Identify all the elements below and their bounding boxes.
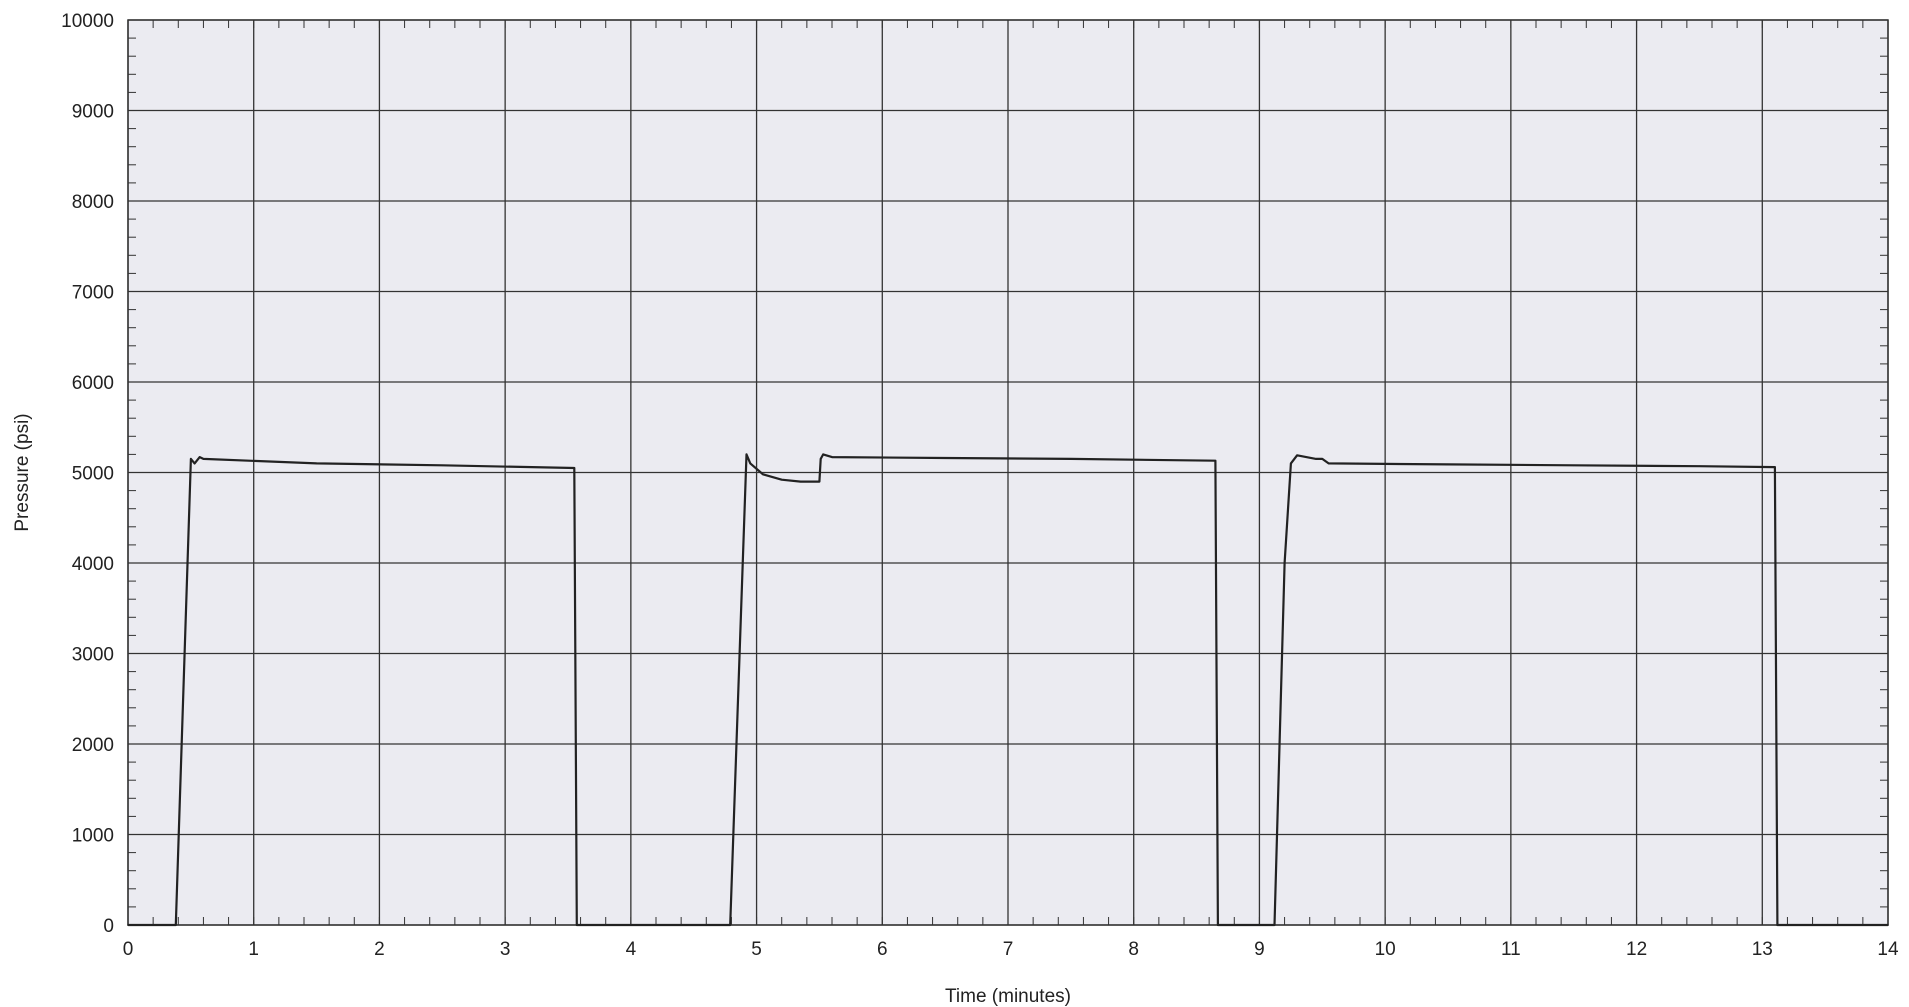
series-group: [127, 453, 1889, 927]
x-tick-label: 8: [1128, 939, 1139, 960]
series-point: [441, 464, 444, 467]
series-point: [819, 458, 822, 460]
series-point: [315, 462, 318, 465]
y-axis-title: Pressure (psi): [12, 413, 33, 531]
series-point: [193, 462, 196, 465]
x-tick-label: 9: [1254, 939, 1265, 960]
series-point: [1214, 459, 1217, 462]
y-tick-label: 1000: [72, 826, 114, 847]
series-point: [1572, 464, 1575, 467]
series-point: [1776, 924, 1779, 926]
series-point: [1321, 458, 1324, 460]
series-point: [799, 480, 802, 483]
x-tick-label: 5: [751, 939, 762, 960]
series-point: [1217, 924, 1219, 926]
x-tick-label: 4: [626, 939, 637, 960]
y-tick-label: 0: [103, 916, 114, 937]
series-point: [1698, 465, 1701, 468]
series-point: [573, 467, 576, 469]
x-tick-label: 10: [1375, 939, 1396, 960]
x-tick-label: 6: [877, 939, 888, 960]
plot-area: [127, 19, 1889, 927]
y-tick-label: 5000: [72, 464, 114, 485]
x-tick-label: 7: [1003, 939, 1014, 960]
series-point: [1774, 466, 1776, 468]
series-point: [745, 453, 748, 456]
series-point: [1315, 458, 1317, 460]
y-tick-label: 6000: [72, 373, 114, 394]
y-tick-label: 4000: [72, 554, 114, 575]
series-point: [1887, 924, 1889, 926]
series-point: [831, 456, 833, 458]
y-tick-label: 7000: [72, 283, 114, 304]
y-tick-label: 9000: [72, 102, 114, 123]
x-tick-label: 13: [1752, 939, 1773, 960]
x-tick-label: 0: [123, 939, 134, 960]
y-tick-label: 2000: [72, 735, 114, 756]
series-point: [1296, 454, 1298, 457]
series-point: [729, 924, 731, 926]
series-point: [576, 924, 578, 926]
series-point: [1290, 462, 1292, 465]
x-tick-label: 2: [374, 939, 385, 960]
series-point: [127, 924, 129, 926]
y-tick-label: 10000: [61, 11, 114, 32]
x-tick-label: 14: [1877, 939, 1899, 960]
series-point: [1447, 463, 1449, 466]
x-tick-label: 11: [1501, 939, 1521, 960]
x-tick-label: 3: [500, 939, 511, 960]
series-point: [822, 453, 824, 456]
series-point: [202, 458, 205, 460]
y-tick-label: 3000: [72, 645, 114, 666]
series-point: [762, 473, 764, 476]
plot-frame: [127, 19, 1889, 926]
y-tick-labels: 0 1000 2000 3000 4000 5000 6000 7000 8000 9000 100…: [61, 11, 114, 937]
series-point: [1283, 562, 1286, 564]
series-point: [1070, 458, 1072, 460]
x-tick-label: 1: [248, 939, 259, 960]
y-tick-label: 8000: [72, 192, 114, 213]
series-point: [175, 924, 177, 926]
series-point: [1327, 462, 1330, 465]
x-tick-labels: 0 1 2 3 4 5 6 7 8 9 10 11 12 13 14: [123, 939, 1899, 960]
series-point: [749, 462, 752, 465]
series-point: [1273, 924, 1276, 926]
series-point: [198, 456, 201, 458]
series-point: [818, 480, 821, 483]
series-point: [780, 478, 783, 481]
x-axis-title: Time (minutes): [945, 986, 1071, 1007]
series-point: [190, 458, 192, 460]
series-point: [944, 457, 946, 459]
x-tick-label: 12: [1626, 939, 1647, 960]
